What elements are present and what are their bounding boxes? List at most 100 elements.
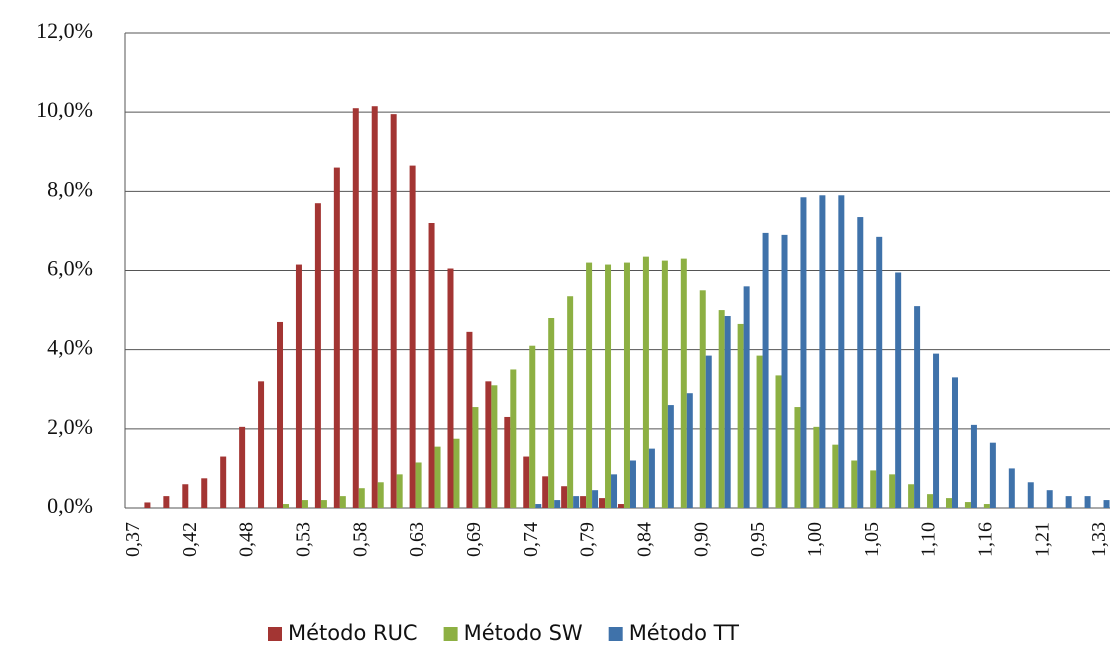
bar	[409, 165, 416, 508]
bar	[945, 498, 952, 508]
bar	[352, 108, 359, 508]
bar	[1065, 496, 1072, 508]
bar	[358, 488, 365, 508]
bar	[762, 232, 769, 509]
bar	[933, 353, 940, 508]
bar	[876, 236, 883, 508]
bar	[567, 296, 574, 508]
bar	[667, 405, 674, 508]
bar	[914, 306, 921, 508]
bar	[743, 286, 750, 508]
x-tick-label: 0,74	[520, 522, 542, 557]
x-tick-label: 1,16	[974, 522, 996, 557]
bar	[472, 407, 479, 508]
bar	[623, 262, 630, 508]
bar	[813, 426, 820, 508]
x-tick-label: 0,48	[236, 522, 258, 557]
x-tick-label: 0,84	[634, 522, 656, 557]
bar	[705, 355, 712, 508]
x-tick-label: 0,58	[349, 522, 371, 557]
bar	[561, 486, 568, 508]
bar	[314, 203, 321, 509]
bar	[523, 456, 530, 508]
bar	[163, 496, 170, 508]
bar	[832, 444, 839, 508]
y-tick-label: 12,0%	[36, 18, 93, 43]
bar	[661, 260, 668, 508]
bar	[592, 490, 599, 508]
bar	[182, 484, 189, 508]
bar	[775, 375, 782, 508]
x-tick-label: 0,95	[747, 522, 769, 557]
bar	[1084, 496, 1091, 508]
bar	[201, 478, 208, 508]
bar	[415, 462, 422, 508]
bar	[390, 114, 397, 508]
x-tick-label: 0,53	[293, 522, 315, 557]
x-tick-label: 1,21	[1031, 522, 1053, 557]
legend-label: Método RUC	[288, 621, 418, 645]
bar	[629, 460, 636, 508]
bar	[642, 256, 649, 508]
bar	[718, 310, 725, 508]
bar	[851, 460, 858, 508]
x-tick-label: 0,63	[406, 522, 428, 557]
bar	[794, 407, 801, 508]
bar	[258, 381, 265, 508]
bar	[737, 323, 744, 508]
bar	[970, 424, 977, 508]
x-tick-label: 1,10	[918, 522, 940, 557]
bar	[339, 496, 346, 508]
bar	[447, 268, 454, 508]
bar	[295, 264, 302, 508]
legend-label: Método SW	[464, 621, 583, 645]
y-tick-label: 8,0%	[47, 176, 93, 201]
bar	[927, 494, 934, 508]
bar	[908, 484, 915, 508]
bar	[586, 262, 593, 508]
bar	[1103, 500, 1110, 508]
x-tick-label: 1,05	[861, 522, 883, 557]
bar	[220, 456, 227, 508]
bar	[320, 500, 327, 508]
bar	[277, 321, 284, 508]
bar	[989, 442, 996, 508]
bar	[396, 474, 403, 508]
bar	[283, 504, 290, 508]
bar	[434, 446, 441, 508]
bar	[1027, 482, 1034, 508]
bar	[648, 448, 655, 508]
bar	[333, 167, 340, 509]
bar	[1046, 490, 1053, 508]
bar	[605, 264, 612, 508]
bar	[699, 290, 706, 508]
bar	[510, 369, 517, 508]
bar	[756, 355, 763, 508]
bar	[428, 223, 435, 508]
bar	[617, 504, 624, 508]
bar	[889, 474, 896, 508]
legend-swatch	[268, 627, 282, 641]
legend-swatch	[443, 627, 458, 641]
bar	[819, 195, 826, 508]
bar	[535, 504, 542, 508]
bar	[466, 331, 473, 508]
bar	[1008, 468, 1015, 508]
x-tick-label: 0,42	[179, 522, 201, 557]
bar	[800, 197, 807, 509]
bar	[611, 474, 618, 508]
x-tick-label: 0,37	[122, 522, 144, 557]
bar	[680, 258, 687, 508]
x-tick-label: 0,90	[690, 522, 712, 557]
legend-label: Método TT	[629, 621, 739, 645]
bar	[453, 438, 460, 508]
bar	[951, 377, 958, 508]
bar	[371, 106, 378, 509]
x-tick-label: 1,33	[1088, 522, 1110, 557]
y-tick-label: 6,0%	[47, 256, 93, 281]
bar	[895, 272, 902, 508]
bar	[529, 345, 536, 508]
x-tick-label: 0,69	[463, 522, 485, 557]
bar	[542, 476, 549, 508]
